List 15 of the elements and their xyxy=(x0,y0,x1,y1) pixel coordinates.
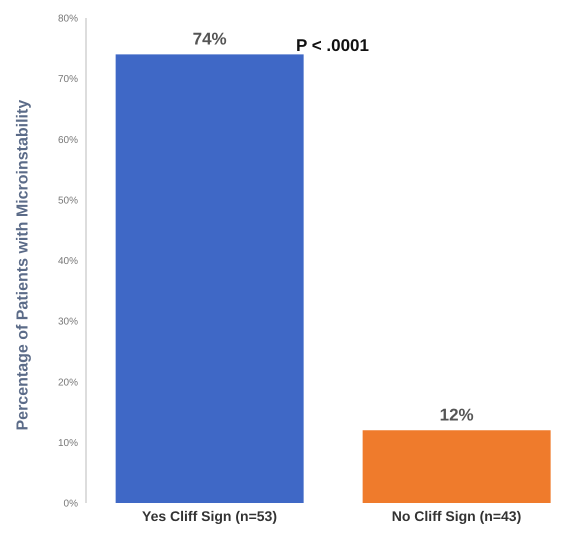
data-label: 12% xyxy=(440,405,474,424)
y-tick-label: 40% xyxy=(58,256,78,268)
x-tick-label: Yes Cliff Sign (n=53) xyxy=(142,508,277,524)
data-label: 74% xyxy=(192,29,227,48)
y-tick-label: 80% xyxy=(58,14,78,25)
y-tick-label: 20% xyxy=(58,377,78,388)
y-tick-label: 0% xyxy=(64,498,78,510)
y-tick-label: 50% xyxy=(58,195,78,206)
y-tick-label: 60% xyxy=(58,134,78,146)
y-axis-title: Percentage of Patients with Microinstability xyxy=(14,100,32,430)
y-tick-label: 30% xyxy=(58,316,78,328)
x-tick-label: No Cliff Sign (n=43) xyxy=(392,508,522,524)
y-tick-label: 70% xyxy=(58,74,78,86)
y-tick-label: 10% xyxy=(58,438,78,449)
annotation: P < .0001 xyxy=(296,36,369,56)
